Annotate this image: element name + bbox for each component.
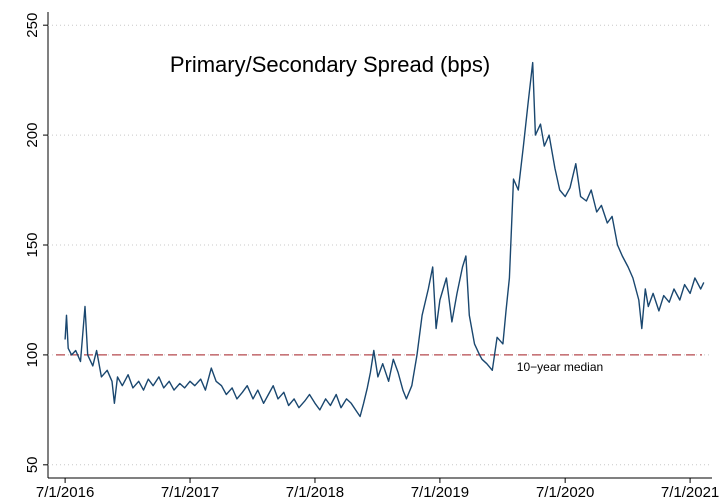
x-tick-label: 7/1/2021 <box>661 484 719 501</box>
median-label: 10−year median <box>517 360 603 374</box>
x-tick-label: 7/1/2016 <box>36 484 94 501</box>
x-tick-label: 7/1/2017 <box>161 484 219 501</box>
x-tick-label: 7/1/2018 <box>286 484 344 501</box>
y-tick-label: 150 <box>24 232 41 257</box>
y-tick-label: 200 <box>24 123 41 148</box>
y-tick-label: 100 <box>24 342 41 367</box>
series-line <box>64 61 705 418</box>
x-tick-label: 7/1/2020 <box>536 484 594 501</box>
x-tick-label: 7/1/2019 <box>411 484 469 501</box>
chart-title: Primary/Secondary Spread (bps) <box>170 52 490 77</box>
y-tick-label: 250 <box>24 13 41 38</box>
y-tick-label: 50 <box>24 456 41 473</box>
